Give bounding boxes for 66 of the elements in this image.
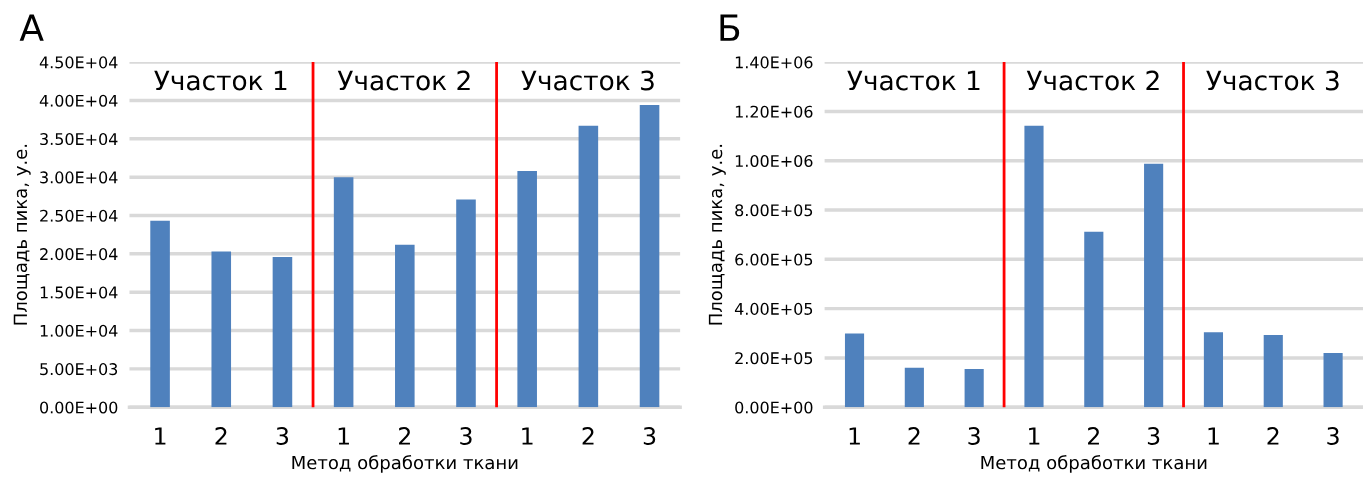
bar [1323,352,1343,408]
x-tick-label: 2 [1088,427,1099,445]
y-tick-label: 1.40E+06 [735,56,813,69]
y-tick-label: 1.00E+04 [40,324,118,337]
y-tick-label: 1.00E+06 [735,154,813,168]
y-tick-label: 1.20E+06 [735,105,813,118]
x-tick-label: 2 [399,427,410,445]
y-tick-label: 8.00E+05 [735,204,813,217]
y-axis-title: Площадь пика, у.е. [13,144,31,325]
annotation: Участок 3 [1206,70,1339,91]
y-tick-label: 5.00E+03 [40,363,118,376]
x-axis-title: Метод обработки ткани [292,455,518,473]
x-axis-title: Метод обработки ткани [981,455,1207,473]
y-tick-label: 4.00E+04 [39,94,118,107]
annotation: Участок 1 [154,70,287,91]
bar [272,256,293,408]
y-tick-label: 0.00E+00 [40,401,118,414]
y-tick-label: 6.00E+05 [735,253,813,266]
bar [1084,231,1104,408]
chart-title: А [19,14,44,41]
bar [517,171,537,408]
x-tick-label: 1 [1208,427,1219,445]
bar [639,105,660,408]
y-tick-label: 3.00E+04 [40,171,118,184]
x-tick-label: 3 [1147,427,1160,445]
bar [1203,332,1224,408]
annotation: Участок 3 [521,70,654,91]
bar [578,125,599,408]
x-tick-label: 3 [460,427,472,445]
bar [456,199,476,408]
x-tick-label: 1 [338,427,349,445]
bar [333,177,354,408]
annotation: Участок 2 [337,70,470,91]
y-tick-label: 3.50E+04 [40,133,118,146]
x-tick-label: 2 [215,427,227,445]
bar [211,251,232,408]
bar [1144,163,1164,408]
bar [395,244,415,408]
x-tick-label: 3 [968,427,980,445]
annotation: Участок 1 [847,70,980,91]
bar [844,333,865,408]
y-tick-label: 0.00E+00 [735,401,813,414]
x-tick-label: 3 [1327,427,1339,445]
x-tick-label: 3 [643,427,656,445]
y-axis-title: Площадь пика, у.е. [708,144,726,325]
x-tick-label: 1 [849,427,860,445]
bar [1263,334,1283,408]
y-tick-label: 4.50E+04 [39,56,118,69]
y-tick-label: 4.00E+05 [734,302,813,315]
x-tick-label: 1 [155,427,166,445]
y-tick-label: 2.00E+04 [40,248,118,261]
bar [1024,125,1044,408]
bar [964,369,984,408]
x-tick-label: 3 [276,427,289,445]
x-tick-label: 2 [1267,427,1279,445]
x-tick-label: 2 [582,427,594,445]
y-tick-label: 2.00E+05 [735,352,813,365]
x-tick-label: 2 [908,427,920,445]
bar [904,367,924,408]
bar [150,220,170,408]
y-tick-label: 2.50E+04 [40,209,118,222]
x-tick-label: 1 [522,427,533,445]
x-tick-label: 1 [1029,427,1040,445]
y-tick-label: 1.50E+04 [40,286,118,299]
annotation: Участок 2 [1026,70,1159,91]
chart-title: Б [720,14,740,41]
